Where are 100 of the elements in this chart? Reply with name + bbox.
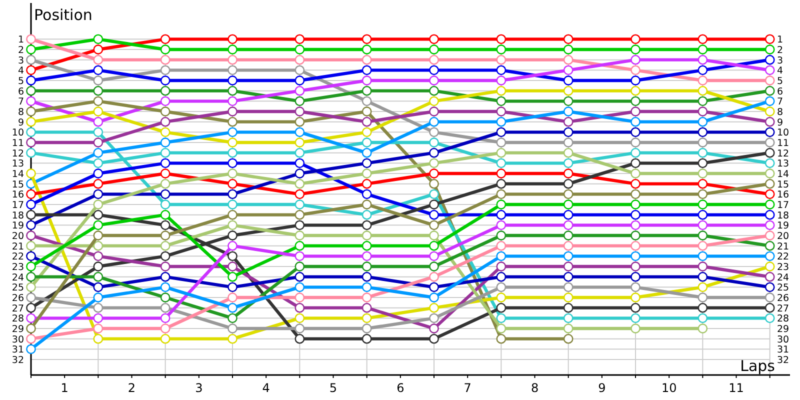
point [764,86,775,96]
point [698,44,708,54]
point [429,96,439,106]
point [26,44,36,54]
point [294,178,305,189]
point [294,230,305,240]
point [764,272,775,282]
y2-tick-label: 18 [777,210,790,222]
point [563,334,574,344]
point [160,282,170,292]
point [429,178,439,189]
point [228,334,238,344]
point [630,44,640,54]
x-axis-title: Laps [740,357,776,375]
point [362,282,372,292]
point [698,200,708,210]
point [698,106,708,116]
point [563,292,574,302]
point [563,272,574,282]
point [764,220,775,230]
point [496,116,506,127]
y2-tick-label: 2 [777,45,784,56]
y2-tick-label: 20 [777,231,790,242]
point [26,334,36,344]
point [362,210,372,220]
x-tick-label: 6 [396,381,404,395]
y-tick-label: 27 [12,303,24,314]
point [496,127,506,138]
point [630,302,640,313]
point [228,168,238,178]
point [563,44,574,54]
point [563,189,574,200]
point [228,127,238,138]
point [160,158,170,168]
y2-tick-label: 24 [777,272,790,284]
point [429,189,439,200]
point [496,106,506,116]
point [362,334,372,344]
x-tick-label: 7 [464,381,472,395]
point [93,34,104,44]
point [294,116,305,127]
y-tick-label: 9 [18,117,24,128]
y2-tick-label: 12 [777,148,790,160]
point [698,189,708,200]
point [93,178,104,189]
x-tick-label: 11 [728,381,744,395]
y2-tick-label: 6 [777,86,784,98]
y2-tick-label: 28 [777,314,790,325]
point [630,200,640,210]
point [496,282,506,292]
y2-tick-label: 21 [777,241,790,252]
y2-tick-label: 9 [777,117,784,128]
point [563,86,574,96]
point [294,44,305,54]
point [26,96,36,106]
y-tick-label: 20 [12,231,24,242]
point [429,292,439,302]
point [228,148,238,158]
point [93,334,104,344]
point [93,116,104,127]
point [630,230,640,240]
point [294,272,305,282]
point [429,44,439,54]
point [630,65,640,76]
y-tick-label: 1 [18,34,24,46]
point [93,148,104,158]
point [362,324,372,334]
point [764,210,775,220]
y2-tick-label: 15 [777,179,790,190]
point [496,313,506,324]
point [496,292,506,302]
point [294,158,305,168]
point [26,168,36,178]
y2-tick-label: 22 [777,252,790,263]
y-tick-label: 25 [12,282,24,294]
point [228,240,238,251]
point [630,189,640,200]
point [630,138,640,148]
point [429,334,439,344]
point [429,220,439,230]
point [698,127,708,138]
point [496,34,506,44]
point [294,168,305,178]
point [563,324,574,334]
point [698,54,708,65]
point [26,65,36,76]
point [496,189,506,200]
y-tick-label: 23 [12,262,24,273]
point [160,86,170,96]
point [228,220,238,230]
point [93,76,104,86]
point [698,138,708,148]
point [160,96,170,106]
point [93,292,104,302]
point [93,282,104,292]
point [26,116,36,127]
point [362,116,372,127]
point [496,210,506,220]
point [294,138,305,148]
point [698,76,708,86]
